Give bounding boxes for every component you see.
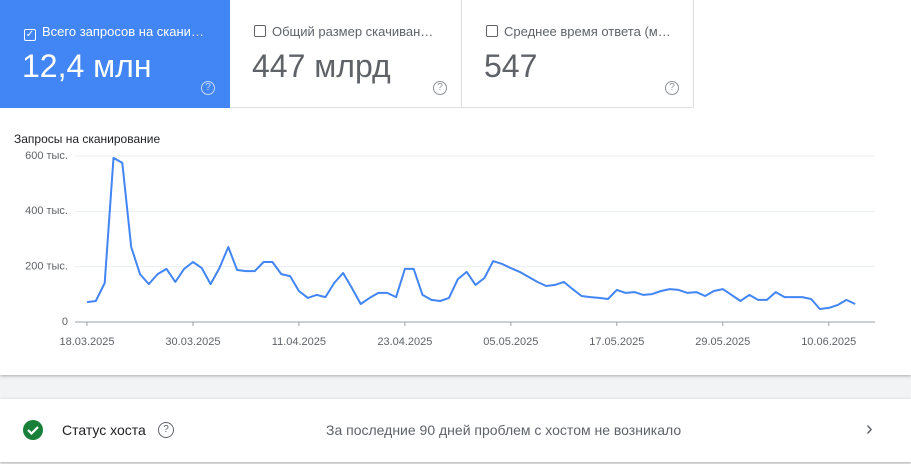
- metric-label-text: Среднее время ответа (м…: [504, 24, 671, 39]
- metric-value: 547: [484, 48, 538, 84]
- help-icon[interactable]: ?: [665, 81, 679, 95]
- metric-label: Общий размер скачиван…: [254, 24, 433, 39]
- status-label: Статус хоста: [62, 422, 146, 438]
- x-tick-label: 05.05.2025: [483, 336, 538, 348]
- help-icon[interactable]: ?: [201, 81, 215, 95]
- metric-value: 12,4 млн: [22, 48, 152, 84]
- metric-card[interactable]: ✓ Всего запросов на скани… 12,4 млн ?: [0, 0, 230, 108]
- help-icon[interactable]: ?: [433, 81, 447, 95]
- metric-label-text: Всего запросов на скани…: [42, 24, 204, 39]
- line: [86, 156, 856, 310]
- metric-label: ✓ Всего запросов на скани…: [24, 24, 204, 41]
- x-tick-label: 11.04.2025: [272, 336, 326, 348]
- x-tick-label: 17.05.2025: [589, 336, 644, 348]
- x-tick-label: 30.03.2025: [165, 336, 220, 348]
- y-tick-label: 600 тыс.: [25, 150, 68, 162]
- metric-card[interactable]: Среднее время ответа (м… 547 ?: [462, 0, 694, 108]
- chart-title: Запросы на сканирование: [14, 132, 160, 146]
- chart: Запросы на сканирование 0 200 тыс. 400 тыс…: [14, 132, 875, 348]
- help-icon[interactable]: ?: [158, 422, 174, 438]
- y-tick-label: 0: [62, 316, 68, 328]
- x-tick-label: 18.03.2025: [59, 336, 114, 348]
- x-tick-label: 10.06.2025: [801, 336, 856, 348]
- metric-card[interactable]: Общий размер скачиван… 447 млрд ?: [230, 0, 462, 108]
- y-tick-label: 400 тыс.: [25, 205, 68, 217]
- metric-label-text: Общий размер скачиван…: [272, 24, 434, 39]
- status-message: За последние 90 дней проблем с хостом не…: [326, 422, 682, 438]
- x-tick-label: 29.05.2025: [695, 336, 750, 348]
- metric-value: 447 млрд: [252, 48, 391, 84]
- y-tick-label: 200 тыс.: [25, 261, 68, 273]
- ok-icon: [23, 420, 43, 440]
- metric-label: Среднее время ответа (м…: [486, 24, 671, 39]
- crawl-stats-panel: ✓ Всего запросов на скани… 12,4 млн ? Общ…: [0, 0, 911, 375]
- x-tick-label: 23.04.2025: [377, 336, 432, 348]
- chevron[interactable]: ›: [866, 418, 873, 440]
- host-status-row[interactable]: Статус хоста ? За последние 90 дней проб…: [0, 399, 911, 462]
